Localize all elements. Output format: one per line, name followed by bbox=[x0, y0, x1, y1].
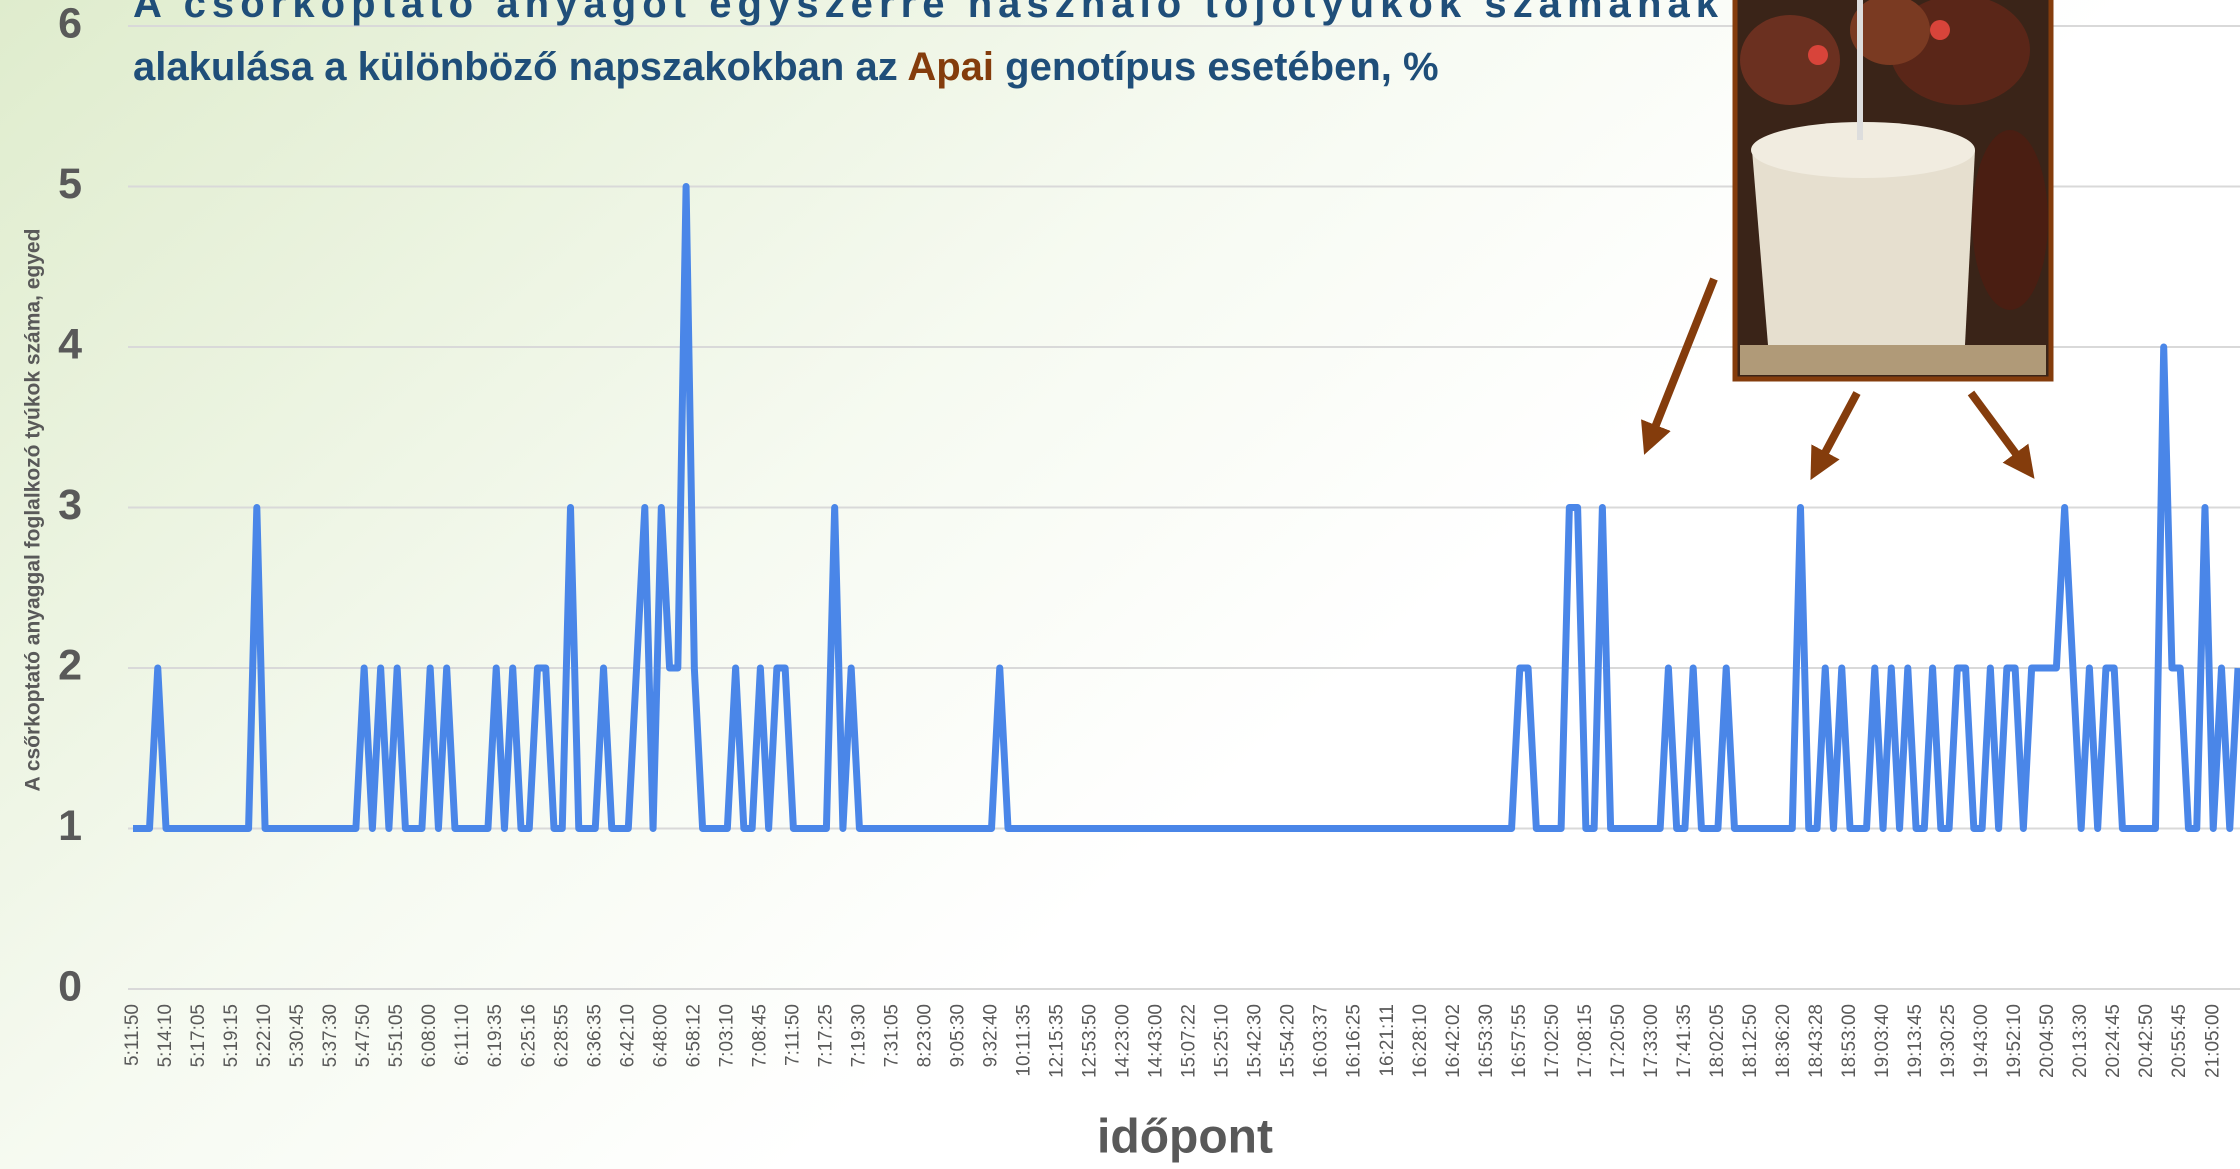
x-tick-label: 16:16:25 bbox=[1344, 1004, 1365, 1078]
y-tick-label: 6 bbox=[58, 0, 82, 47]
x-tick-label: 6:11:10 bbox=[452, 1004, 473, 1066]
arrows bbox=[1641, 277, 2035, 481]
x-tick-label: 6:48:00 bbox=[650, 1004, 671, 1067]
x-tick-label: 18:12:50 bbox=[1740, 1004, 1761, 1078]
y-tick-label: 3 bbox=[58, 481, 82, 529]
x-tick-label: 17:33:00 bbox=[1641, 1004, 1662, 1078]
x-tick-label: 5:19:15 bbox=[221, 1004, 242, 1067]
y-tick-label: 5 bbox=[58, 160, 82, 208]
x-tick-label: 10:11:35 bbox=[1014, 1004, 1035, 1077]
x-tick-label: 5:11:50 bbox=[122, 1004, 143, 1066]
y-tick-label: 2 bbox=[58, 641, 82, 689]
x-tick-label: 18:43:28 bbox=[1806, 1004, 1827, 1078]
x-tick-label: 19:30:25 bbox=[1938, 1004, 1959, 1078]
x-tick-label: 17:41:35 bbox=[1674, 1004, 1695, 1078]
x-tick-label: 19:03:40 bbox=[1872, 1004, 1893, 1078]
x-tick-label: 20:04:50 bbox=[2037, 1004, 2058, 1078]
x-tick-label: 20:24:45 bbox=[2103, 1004, 2124, 1078]
x-tick-label: 14:23:00 bbox=[1113, 1004, 1134, 1078]
title-highlight: Apai bbox=[907, 45, 994, 89]
x-tick-label: 21:05:00 bbox=[2202, 1004, 2223, 1078]
x-axis-label: időpont bbox=[1097, 1111, 1273, 1164]
data-line bbox=[133, 183, 2240, 832]
y-tick-label: 0 bbox=[58, 962, 82, 1010]
x-tick-label: 15:42:30 bbox=[1245, 1004, 1266, 1078]
x-tick-label: 6:19:35 bbox=[485, 1004, 506, 1067]
y-tick-label: 4 bbox=[58, 320, 82, 368]
x-tick-label: 6:36:35 bbox=[584, 1004, 605, 1067]
x-tick-label: 6:25:16 bbox=[518, 1004, 539, 1067]
x-tick-label: 17:08:15 bbox=[1575, 1004, 1596, 1078]
x-tick-label: 15:25:10 bbox=[1212, 1004, 1233, 1078]
x-tick-label: 16:03:37 bbox=[1311, 1004, 1332, 1078]
x-tick-label: 6:42:10 bbox=[617, 1004, 638, 1067]
x-tick-label: 7:11:50 bbox=[782, 1004, 803, 1066]
x-tick-label: 8:23:00 bbox=[914, 1004, 935, 1067]
x-tick-label: 7:08:45 bbox=[749, 1004, 770, 1067]
y-tick-label: 1 bbox=[58, 802, 82, 850]
x-tick-label: 15:54:20 bbox=[1278, 1004, 1299, 1078]
x-tick-label: 5:17:05 bbox=[188, 1004, 209, 1067]
title-part: alakulása a különböző napszakokban az bbox=[133, 45, 898, 89]
x-tick-label: 20:13:30 bbox=[2070, 1004, 2091, 1078]
x-tick-label: 19:43:00 bbox=[1971, 1004, 1992, 1078]
x-tick-label: 9:05:30 bbox=[948, 1004, 969, 1067]
title-line2: alakulása a különböző napszakokban az Ap… bbox=[133, 45, 1439, 89]
x-tick-label: 16:21:11 bbox=[1377, 1004, 1398, 1077]
x-tick-label: 19:13:45 bbox=[1905, 1004, 1926, 1078]
x-tick-label: 5:30:45 bbox=[287, 1004, 308, 1067]
x-tick-label: 19:52:10 bbox=[2004, 1004, 2025, 1078]
x-tick-label: 16:53:30 bbox=[1476, 1004, 1497, 1078]
title-part: genotípus esetében, % bbox=[1005, 45, 1438, 89]
x-tick-label: 16:42:02 bbox=[1443, 1004, 1464, 1078]
x-tick-label: 5:22:10 bbox=[254, 1004, 275, 1067]
x-tick-label: 17:02:50 bbox=[1542, 1004, 1563, 1078]
x-tick-label: 9:32:40 bbox=[981, 1004, 1002, 1067]
x-tick-label: 5:14:10 bbox=[155, 1004, 176, 1067]
photo bbox=[1732, 0, 2054, 382]
x-tick-label: 5:47:50 bbox=[353, 1004, 374, 1067]
x-tick-label: 12:53:50 bbox=[1080, 1004, 1101, 1078]
x-tick-label: 16:28:10 bbox=[1410, 1004, 1431, 1078]
x-tick-label: 7:17:25 bbox=[815, 1004, 836, 1067]
x-tick-label: 6:58:12 bbox=[683, 1004, 704, 1067]
x-tick-label: 7:31:05 bbox=[881, 1004, 902, 1067]
x-tick-label: 6:08:00 bbox=[419, 1004, 440, 1067]
x-tick-label: 12:15:35 bbox=[1047, 1004, 1068, 1078]
x-tick-label: 18:36:20 bbox=[1773, 1004, 1794, 1078]
x-tick-label: 5:51:05 bbox=[386, 1004, 407, 1067]
x-tick-label: 20:42:50 bbox=[2136, 1004, 2157, 1078]
x-tick-label: 17:20:50 bbox=[1608, 1004, 1629, 1078]
y-axis-label: A csőrkoptató anyaggal foglalkozó tyúkok… bbox=[22, 229, 45, 792]
x-tick-label: 15:07:22 bbox=[1179, 1004, 1200, 1078]
x-tick-label: 16:57:55 bbox=[1509, 1004, 1530, 1078]
x-tick-label: 18:02:05 bbox=[1707, 1004, 1728, 1078]
x-tick-label: 5:37:30 bbox=[320, 1004, 341, 1067]
x-tick-label: 7:19:30 bbox=[848, 1004, 869, 1067]
x-tick-label: 18:53:00 bbox=[1839, 1004, 1860, 1078]
x-tick-label: 6:28:55 bbox=[551, 1004, 572, 1067]
x-tick-label: 20:55:45 bbox=[2169, 1004, 2190, 1078]
x-tick-label: 7:03:10 bbox=[716, 1004, 737, 1067]
x-tick-label: 14:43:00 bbox=[1146, 1004, 1167, 1078]
